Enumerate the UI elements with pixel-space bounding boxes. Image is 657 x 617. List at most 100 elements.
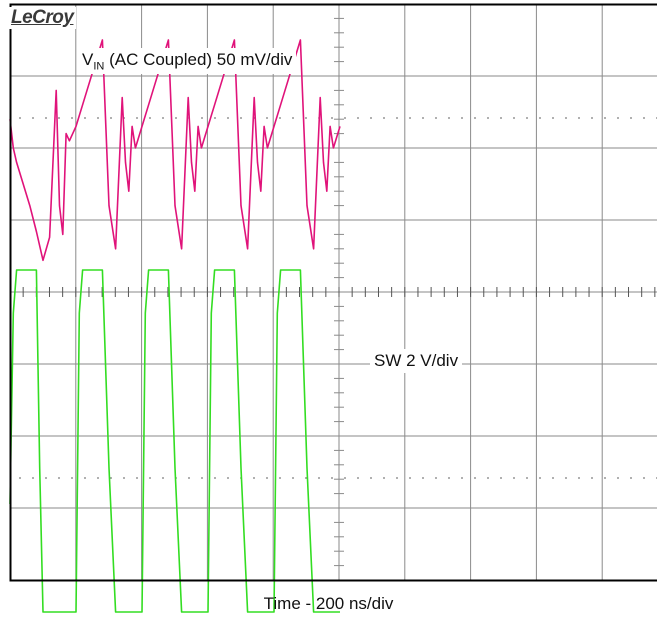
baseline-dot	[84, 117, 86, 119]
baseline-dot	[461, 477, 463, 479]
baseline-dot	[32, 117, 34, 119]
baseline-dot	[84, 477, 86, 479]
baseline-dot	[175, 117, 177, 119]
baseline-dot	[643, 477, 645, 479]
baseline-dot	[370, 117, 372, 119]
baseline-dot	[448, 477, 450, 479]
baseline-dot	[461, 117, 463, 119]
baseline-dot	[604, 477, 606, 479]
baseline-dot	[292, 477, 294, 479]
baseline-dot	[123, 477, 125, 479]
baseline-dot	[110, 477, 112, 479]
baseline-dot	[305, 117, 307, 119]
baseline-dot	[578, 477, 580, 479]
plot-frame	[9, 3, 657, 582]
baseline-dot	[279, 117, 281, 119]
baseline-dot	[630, 117, 632, 119]
baseline-dot	[19, 477, 21, 479]
vin-label-rest: (AC Coupled) 50 mV/div	[104, 50, 293, 69]
baseline-dot	[500, 477, 502, 479]
baseline-dot	[45, 117, 47, 119]
sw-channel-label: SW 2 V/div	[370, 349, 463, 373]
baseline-dot	[305, 477, 307, 479]
baseline-dot	[370, 477, 372, 479]
baseline-dot	[149, 477, 151, 479]
baseline-dot	[552, 477, 554, 479]
baseline-dot	[227, 477, 229, 479]
baseline-dot	[604, 117, 606, 119]
baseline-dot	[357, 477, 359, 479]
baseline-dot	[162, 117, 164, 119]
baseline-dot	[422, 117, 424, 119]
baseline-dot	[110, 117, 112, 119]
baseline-dot	[617, 117, 619, 119]
baseline-dot	[188, 477, 190, 479]
baseline-dot	[331, 477, 333, 479]
baseline-dot	[474, 477, 476, 479]
baseline-dot	[396, 477, 398, 479]
brand-logo: LeCroy	[8, 7, 77, 29]
baseline-dot	[357, 117, 359, 119]
baseline-dot	[279, 477, 281, 479]
baseline-dot	[240, 117, 242, 119]
baseline-dot	[396, 117, 398, 119]
waveform-traces	[9, 39, 341, 613]
baseline-dot	[409, 117, 411, 119]
baseline-dot	[136, 117, 138, 119]
baseline-dot	[214, 117, 216, 119]
baseline-dot	[19, 117, 21, 119]
vin-channel-label: VIN (AC Coupled) 50 mV/div	[78, 48, 297, 75]
x-axis-label: Time - 200 ns/div	[263, 594, 394, 613]
baseline-dot	[643, 117, 645, 119]
baseline-dot	[617, 477, 619, 479]
baseline-dot	[435, 477, 437, 479]
baseline-dot	[201, 117, 203, 119]
baseline-dot	[435, 117, 437, 119]
baseline-dot	[97, 477, 99, 479]
graticule	[9, 3, 657, 581]
baseline-dot	[71, 477, 73, 479]
baseline-dot	[526, 117, 528, 119]
baseline-dot	[565, 117, 567, 119]
baseline-dot	[552, 117, 554, 119]
baseline-dot	[500, 117, 502, 119]
baseline-dot	[383, 117, 385, 119]
vin-label-main: V	[82, 50, 94, 69]
baseline-dot	[513, 477, 515, 479]
baseline-dot	[487, 477, 489, 479]
baseline-dot	[344, 477, 346, 479]
baseline-dot	[526, 477, 528, 479]
sw-trace	[9, 269, 340, 613]
baseline-dot	[539, 117, 541, 119]
baseline-dot	[331, 117, 333, 119]
baseline-dot	[136, 477, 138, 479]
baseline-dot	[253, 477, 255, 479]
baseline-dot	[162, 477, 164, 479]
baseline-dot	[149, 117, 151, 119]
baseline-dot	[591, 117, 593, 119]
baseline-dot	[448, 117, 450, 119]
baseline-dot	[487, 117, 489, 119]
baseline-dot	[383, 477, 385, 479]
baseline-dot	[422, 477, 424, 479]
baseline-dot	[474, 117, 476, 119]
baseline-dot	[266, 117, 268, 119]
baseline-dot	[409, 477, 411, 479]
baseline-dot	[591, 477, 593, 479]
baseline-dot	[201, 477, 203, 479]
baseline-dot	[539, 477, 541, 479]
baseline-dot	[97, 117, 99, 119]
baseline-dot	[318, 477, 320, 479]
baseline-dot	[266, 477, 268, 479]
baseline-dot	[513, 117, 515, 119]
baseline-dot	[630, 477, 632, 479]
baseline-dot	[565, 477, 567, 479]
baseline-dot	[292, 117, 294, 119]
baseline-dot	[45, 477, 47, 479]
baseline-dot	[227, 117, 229, 119]
baseline-dot	[58, 117, 60, 119]
vin-trace	[9, 39, 341, 262]
baseline-dot	[344, 117, 346, 119]
vin-label-subscript: IN	[93, 60, 105, 73]
